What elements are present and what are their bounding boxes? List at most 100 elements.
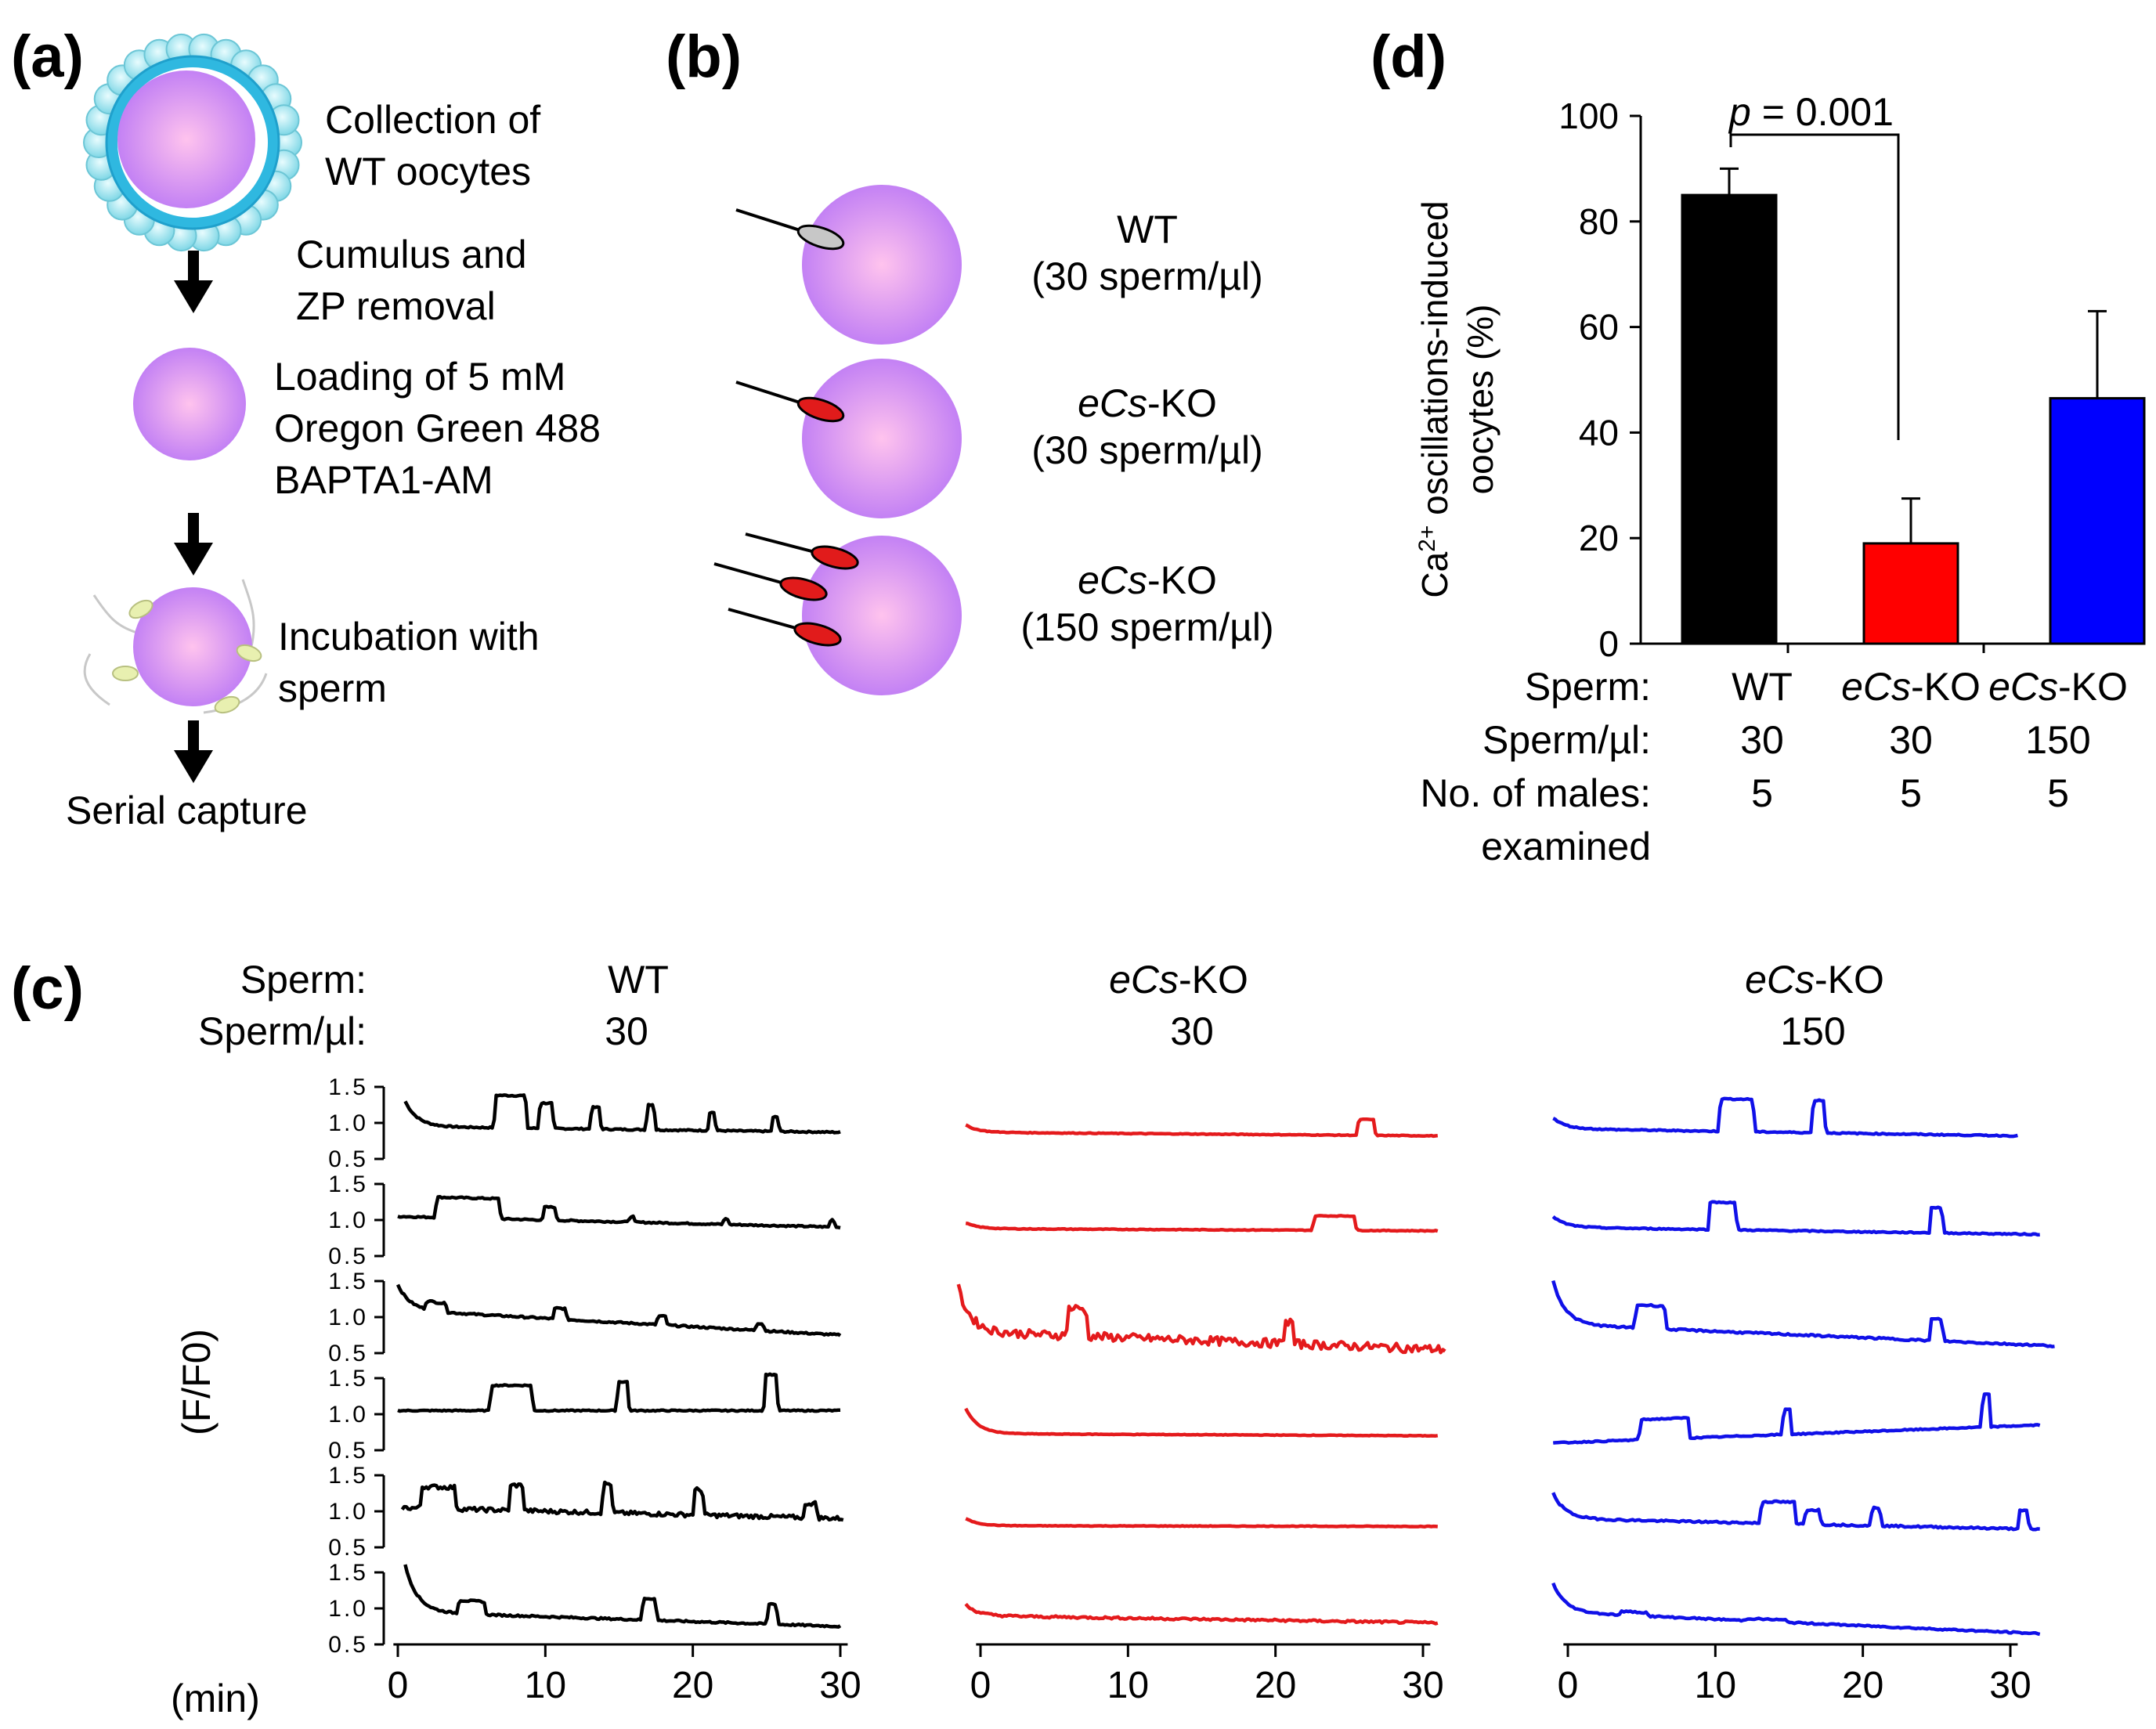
scale-tick-label: 1.5 bbox=[328, 1463, 368, 1489]
panel-b: (b) WT (30 sperm/µl) eCs-KO (30 sperm/µl… bbox=[666, 23, 1274, 695]
trace-3-3 bbox=[1551, 1280, 2055, 1348]
time-axes: 0 10 20 30 0 10 20 30 0 10 20 30 bbox=[388, 1643, 2031, 1706]
denuded-oocyte-icon bbox=[133, 348, 246, 460]
step-incubation-line2: sperm bbox=[278, 666, 387, 710]
scale-tick-label: 1.0 bbox=[328, 1402, 368, 1428]
calcium-traces bbox=[395, 1093, 2055, 1637]
step-incubation-line1: Incubation with bbox=[278, 615, 540, 659]
sperm-icon bbox=[779, 576, 828, 601]
time-tick-label: 0 bbox=[970, 1665, 991, 1706]
scale-tick-label: 1.5 bbox=[328, 1269, 368, 1294]
scale-tick-label: 0.5 bbox=[328, 1146, 368, 1172]
column-conc-1: 30 bbox=[605, 1009, 648, 1053]
bar-2 bbox=[1862, 542, 1959, 645]
trace-1-6 bbox=[403, 1564, 842, 1629]
scale-tick-label: 1.0 bbox=[328, 1110, 368, 1136]
step-removal-line2: ZP removal bbox=[296, 284, 496, 328]
down-arrow-icon bbox=[174, 513, 213, 576]
trace-3-5 bbox=[1551, 1492, 2040, 1532]
oocyte-with-sperm-icon bbox=[83, 579, 268, 714]
bar-3 bbox=[2049, 397, 2146, 645]
panel-d-label: (d) bbox=[1371, 23, 1446, 90]
trace-3-2 bbox=[1551, 1200, 2040, 1237]
panel-a-label: (a) bbox=[11, 23, 84, 90]
step-loading-line3: BAPTA1-AM bbox=[274, 458, 493, 502]
table-males-3: 5 bbox=[2047, 771, 2069, 815]
table-males-1: 5 bbox=[1751, 771, 1773, 815]
trace-1-3 bbox=[395, 1283, 842, 1337]
p-value-label: p = 0.001 bbox=[1728, 90, 1894, 134]
time-tick-label: 20 bbox=[1255, 1665, 1296, 1706]
table-sperm-1: WT bbox=[1732, 665, 1793, 709]
table-row-label-conc: Sperm/µl: bbox=[1482, 718, 1651, 762]
time-tick-label: 10 bbox=[525, 1665, 566, 1706]
y-axis-label-line2: oocytes (%) bbox=[1460, 305, 1501, 495]
table-row-label-examined: examined bbox=[1481, 825, 1651, 868]
trace-2-4 bbox=[964, 1407, 1439, 1438]
panel-d: (d) Ca2+ oscillations-induced oocytes (%… bbox=[1371, 23, 2146, 868]
column-genotype-2: eCs-KO bbox=[1109, 958, 1248, 1002]
y-axis-label-line1: Ca2+ oscillations-induced bbox=[1414, 200, 1455, 597]
conc-label-3: (150 sperm/µl) bbox=[1020, 605, 1273, 649]
sperm-icon bbox=[796, 224, 845, 251]
oocyte-wt-30 bbox=[735, 185, 962, 345]
time-tick-label: 0 bbox=[1558, 1665, 1579, 1706]
trace-1-1 bbox=[403, 1093, 841, 1135]
step-loading-line1: Loading of 5 mM bbox=[274, 355, 565, 399]
y-tick-label: 20 bbox=[1579, 518, 1619, 558]
cumulus-oocyte-complex-icon bbox=[83, 33, 302, 252]
step-loading-line2: Oregon Green 488 bbox=[274, 406, 601, 450]
column-genotype-3: eCs-KO bbox=[1745, 958, 1884, 1002]
scale-tick-label: 1.0 bbox=[328, 1207, 368, 1233]
scale-tick-label: 0.5 bbox=[328, 1341, 368, 1366]
sperm-row-label: Sperm: bbox=[240, 958, 367, 1002]
conc-label-1: (30 sperm/µl) bbox=[1031, 254, 1263, 298]
sperm-icon bbox=[796, 396, 845, 423]
table-conc-2: 30 bbox=[1889, 718, 1933, 762]
scale-tick-label: 1.5 bbox=[328, 1074, 368, 1100]
step-collection-line2: WT oocytes bbox=[325, 150, 531, 193]
column-genotype-1: WT bbox=[608, 958, 669, 1002]
trace-2-3 bbox=[956, 1283, 1446, 1355]
table-row-label-males: No. of males: bbox=[1420, 771, 1651, 815]
scale-tick-label: 0.5 bbox=[328, 1632, 368, 1658]
panel-a: (a) Collection of WT oocytes Cumulus and… bbox=[11, 23, 601, 832]
time-tick-label: 30 bbox=[819, 1665, 861, 1706]
bars bbox=[1681, 167, 2146, 645]
table-males-2: 5 bbox=[1900, 771, 1922, 815]
trace-3-1 bbox=[1552, 1096, 2018, 1139]
y-tick-label: 80 bbox=[1579, 201, 1619, 242]
y-tick-label: 60 bbox=[1579, 307, 1619, 348]
column-conc-2: 30 bbox=[1170, 1009, 1214, 1053]
sperm-icon bbox=[811, 545, 859, 570]
panel-c-label: (c) bbox=[11, 955, 84, 1022]
time-tick-label: 10 bbox=[1695, 1665, 1736, 1706]
trace-1-5 bbox=[400, 1480, 844, 1522]
genotype-label-1: WT bbox=[1117, 208, 1178, 251]
table-conc-1: 30 bbox=[1740, 718, 1784, 762]
table-conc-3: 150 bbox=[2025, 718, 2090, 762]
time-tick-label: 0 bbox=[388, 1665, 409, 1706]
scale-tick-label: 1.5 bbox=[328, 1560, 368, 1586]
y-tick-label: 40 bbox=[1579, 412, 1619, 453]
time-tick-label: 30 bbox=[1402, 1665, 1443, 1706]
conc-row-label: Sperm/µl: bbox=[198, 1009, 367, 1053]
y-tick-label: 100 bbox=[1558, 96, 1619, 136]
genotype-label-3: eCs-KO bbox=[1078, 558, 1217, 602]
scale-tick-label: 1.0 bbox=[328, 1596, 368, 1622]
genotype-label-2: eCs-KO bbox=[1078, 381, 1217, 425]
scale-tick-label: 1.0 bbox=[328, 1305, 368, 1330]
sperm-icon bbox=[793, 622, 842, 647]
table-sperm-2: eCs-KO bbox=[1841, 665, 1981, 709]
bar-1 bbox=[1681, 193, 1778, 645]
panel-b-label: (b) bbox=[666, 23, 742, 90]
panel-c: (c) Sperm: Sperm/µl: WT 30 eCs-KO 30 eCs… bbox=[11, 955, 2055, 1720]
trace-2-6 bbox=[964, 1602, 1439, 1626]
y-tick-label: 0 bbox=[1598, 623, 1619, 664]
scale-tick-label: 0.5 bbox=[328, 1535, 368, 1561]
trace-1-2 bbox=[397, 1195, 841, 1230]
scale-tick-label: 1.5 bbox=[328, 1171, 368, 1197]
table-sperm-3: eCs-KO bbox=[1988, 665, 2128, 709]
column-conc-3: 150 bbox=[1780, 1009, 1845, 1053]
